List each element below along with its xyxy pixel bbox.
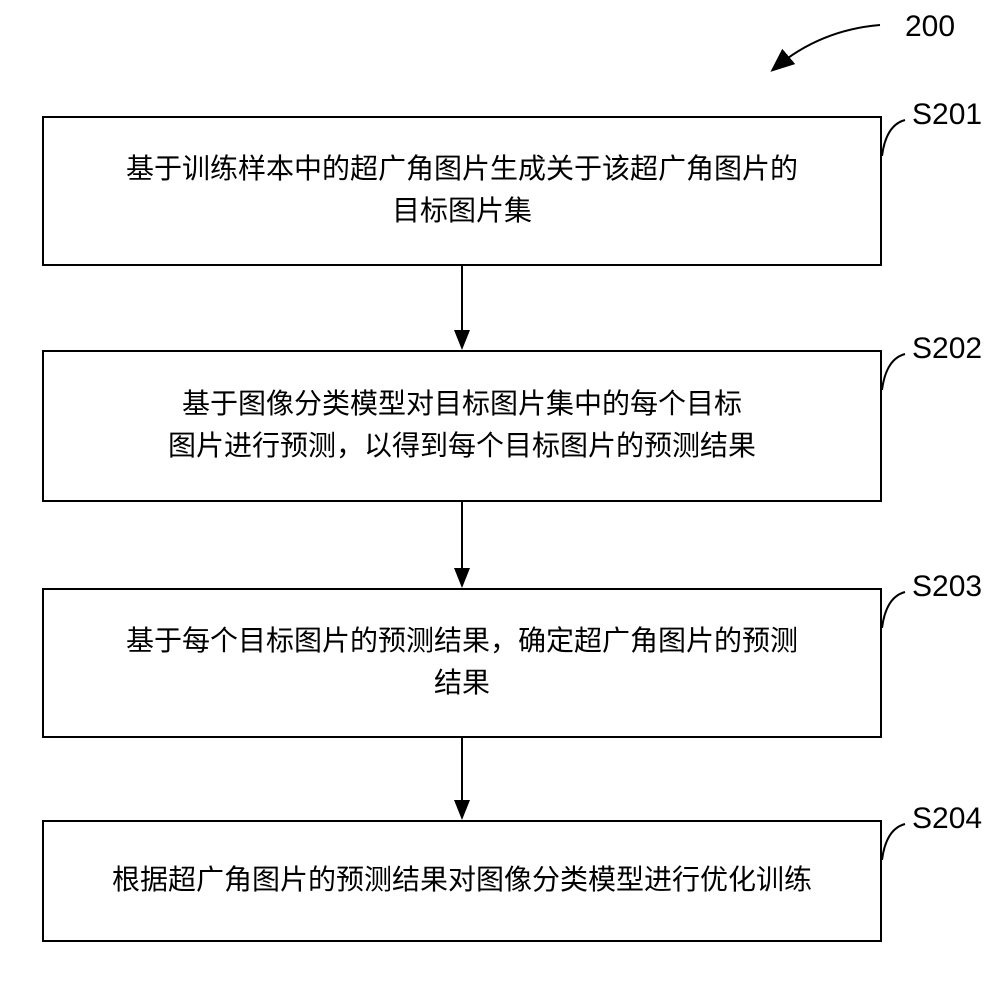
flowchart-container: 200 基于训练样本中的超广角图片生成关于该超广角图片的目标图片集 S201 基… — [0, 0, 1000, 983]
label-connector-s204 — [0, 0, 1000, 983]
